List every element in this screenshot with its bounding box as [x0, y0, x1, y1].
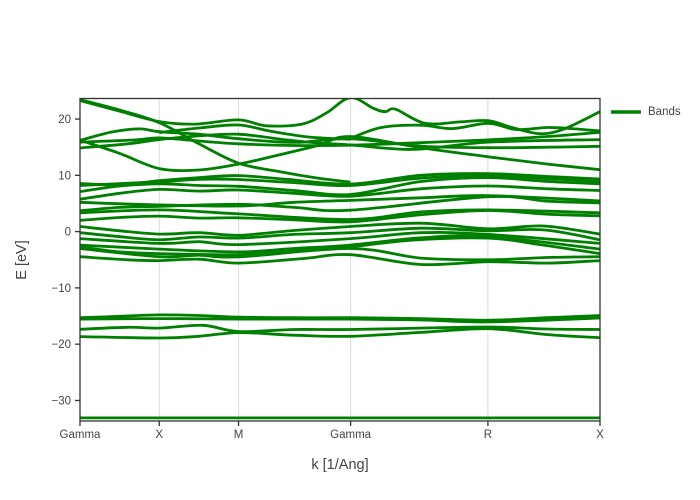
y-tick-label: −10 — [51, 283, 71, 295]
plot-border — [79, 97, 601, 422]
band-line — [80, 172, 600, 187]
band-line — [80, 194, 600, 208]
band-line — [80, 208, 600, 221]
band-line — [80, 174, 600, 188]
y-tick-label: 10 — [58, 170, 71, 182]
band-line — [80, 184, 600, 201]
band-line — [349, 121, 600, 140]
y-axis-title: E [eV] — [14, 240, 30, 280]
band-line — [80, 132, 600, 151]
band-line — [80, 231, 600, 247]
band-line — [80, 127, 600, 150]
y-tick-label: 20 — [58, 114, 71, 126]
band-line — [80, 323, 600, 334]
y-tick-label: −30 — [51, 395, 71, 407]
x-tick-label: Gamma — [330, 429, 372, 441]
axis-tick-labels: Gamma X M Gamma R X 20 10 0 −10 −20 −30 — [51, 114, 604, 441]
band-line — [80, 221, 600, 237]
x-tick-label: R — [484, 429, 492, 441]
legend-line-swatch — [611, 110, 641, 114]
x-tick-label: X — [596, 429, 604, 441]
x-tick-label: M — [234, 429, 244, 441]
y-tick-label: 0 — [65, 227, 71, 239]
band-line — [80, 247, 600, 262]
y-tick-label: −20 — [51, 339, 71, 351]
x-axis-title: k [1/Ang] — [311, 457, 369, 473]
band-line — [80, 226, 600, 242]
band-line — [80, 135, 600, 172]
band-lines — [80, 98, 600, 420]
band-line — [80, 313, 600, 322]
band-line — [80, 130, 600, 148]
x-tick-label: X — [155, 429, 163, 441]
band-line — [80, 234, 600, 254]
band-line — [80, 327, 600, 340]
legend-label: Bands — [648, 106, 681, 118]
legend-item-bands[interactable]: Bands — [610, 106, 681, 118]
band-line — [80, 176, 600, 197]
x-tick-label: Gamma — [60, 429, 102, 441]
band-line — [80, 253, 600, 267]
band-line — [159, 123, 351, 141]
axis-ticks — [75, 118, 601, 426]
band-line — [80, 195, 600, 213]
